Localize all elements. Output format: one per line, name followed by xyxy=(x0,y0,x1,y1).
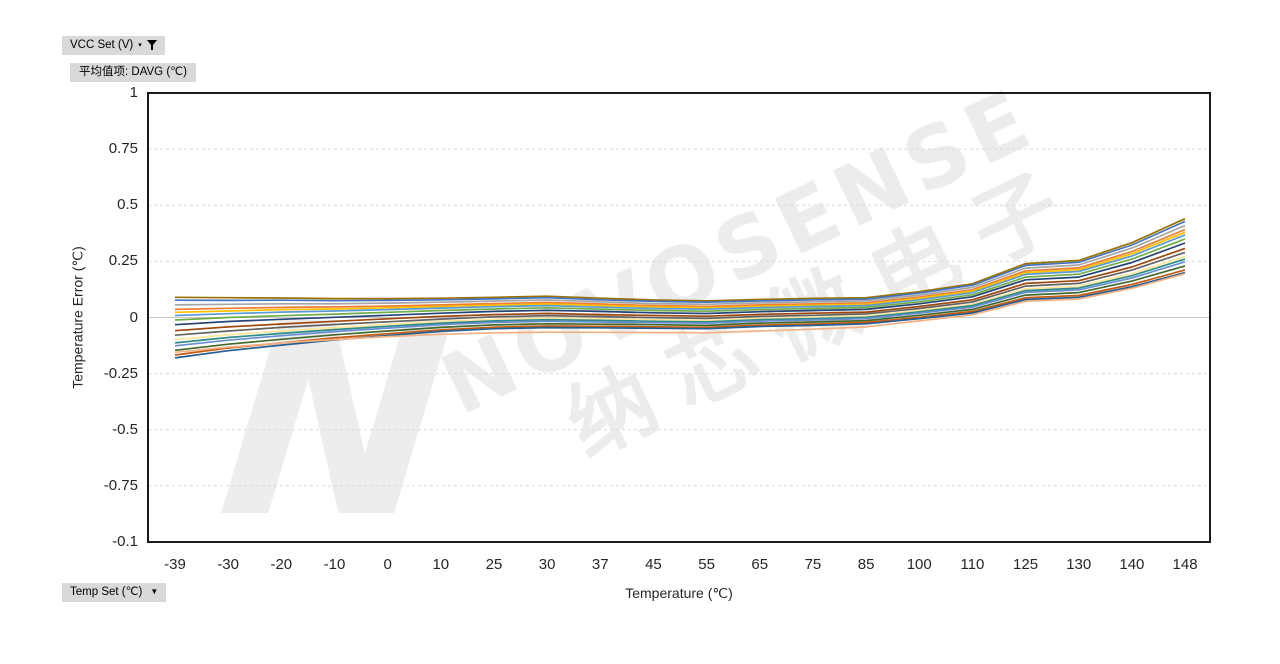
x-axis-title: Temperature (℃) xyxy=(625,585,733,601)
series-line-3 xyxy=(174,224,1186,306)
series-line-13 xyxy=(174,260,1186,347)
series-line-14 xyxy=(174,265,1186,352)
series-line-9 xyxy=(174,247,1186,332)
x-tick-label: -10 xyxy=(323,556,346,573)
vcc-set-filter-button[interactable]: VCC Set (V) ▾ xyxy=(62,36,165,55)
x-tick-label: 37 xyxy=(591,556,609,573)
average-value-field-label: 平均值项: DAVG (℃) xyxy=(70,63,196,82)
series-line-10 xyxy=(174,251,1186,337)
y-tick-label: -0.25 xyxy=(103,364,138,382)
x-tick-label: 110 xyxy=(960,556,985,573)
series-line-15 xyxy=(174,269,1186,356)
y-tick-label: 0.5 xyxy=(117,196,138,214)
series-line-6 xyxy=(174,234,1186,317)
x-tick-label: 65 xyxy=(751,556,769,573)
series-line-17 xyxy=(174,272,1186,354)
y-tick-label: -0.75 xyxy=(103,476,138,494)
y-tick-label: 0.25 xyxy=(108,252,138,270)
x-tick-label: 10 xyxy=(432,556,450,573)
y-tick-label: -0.5 xyxy=(112,420,138,438)
filter-funnel-icon xyxy=(146,39,157,50)
x-tick-label: 148 xyxy=(1172,556,1198,573)
series-line-8 xyxy=(174,242,1186,326)
y-tick-label: 0.75 xyxy=(108,140,138,158)
series-line-2 xyxy=(174,220,1186,304)
x-tick-label: 140 xyxy=(1119,556,1145,573)
x-tick-label: 125 xyxy=(1013,556,1039,573)
x-tick-label: 30 xyxy=(538,556,556,573)
series-line-4 xyxy=(174,228,1186,311)
x-tick-label: 45 xyxy=(645,556,662,573)
vcc-set-filter-label: VCC Set (V) xyxy=(70,39,134,51)
x-tick-label: 100 xyxy=(906,556,932,573)
x-tick-label: 75 xyxy=(804,556,822,573)
x-tick-label: 0 xyxy=(383,556,392,573)
series-line-12 xyxy=(174,258,1186,344)
x-tick-label: 85 xyxy=(857,556,875,573)
chevron-down-icon: ▼ xyxy=(150,587,159,597)
y-tick-label: 1 xyxy=(129,84,138,101)
plot-area-border xyxy=(147,92,1211,543)
series-line-1 xyxy=(174,217,1186,302)
x-tick-label: 25 xyxy=(485,556,503,573)
temp-set-field-label: Temp Set (℃) xyxy=(70,586,143,598)
x-tick-label: 130 xyxy=(1066,556,1092,573)
y-tick-label: -0.1 xyxy=(112,533,138,550)
x-tick-label: -39 xyxy=(164,556,186,573)
series-line-11 xyxy=(174,255,1186,341)
series-line-5 xyxy=(174,231,1186,314)
series-line-7 xyxy=(174,238,1186,321)
x-tick-label: -30 xyxy=(217,556,239,573)
temp-set-field-button[interactable]: Temp Set (℃) ▼ xyxy=(62,583,167,602)
chevron-down-icon: ▾ xyxy=(138,41,142,49)
x-tick-label: 55 xyxy=(698,556,715,573)
y-tick-label: 0 xyxy=(129,308,138,326)
x-tick-label: -20 xyxy=(270,556,293,573)
